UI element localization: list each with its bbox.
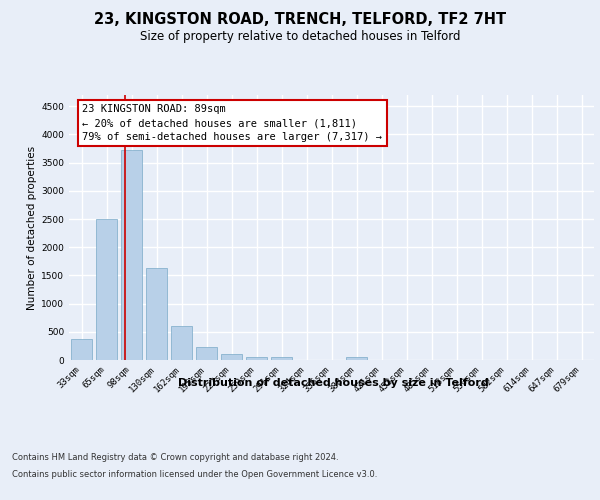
Text: 23 KINGSTON ROAD: 89sqm
← 20% of detached houses are smaller (1,811)
79% of semi: 23 KINGSTON ROAD: 89sqm ← 20% of detache… — [83, 104, 383, 142]
Bar — [171, 326, 192, 360]
Bar — [196, 347, 217, 360]
Y-axis label: Number of detached properties: Number of detached properties — [27, 146, 37, 310]
Bar — [96, 219, 117, 360]
Bar — [221, 354, 242, 360]
Bar — [271, 358, 292, 360]
Bar — [71, 338, 92, 360]
Text: Contains public sector information licensed under the Open Government Licence v3: Contains public sector information licen… — [12, 470, 377, 479]
Bar — [346, 356, 367, 360]
Text: Size of property relative to detached houses in Telford: Size of property relative to detached ho… — [140, 30, 460, 43]
Text: 23, KINGSTON ROAD, TRENCH, TELFORD, TF2 7HT: 23, KINGSTON ROAD, TRENCH, TELFORD, TF2 … — [94, 12, 506, 28]
Text: Distribution of detached houses by size in Telford: Distribution of detached houses by size … — [178, 378, 488, 388]
Text: Contains HM Land Registry data © Crown copyright and database right 2024.: Contains HM Land Registry data © Crown c… — [12, 452, 338, 462]
Bar — [146, 268, 167, 360]
Bar — [246, 356, 267, 360]
Bar — [121, 150, 142, 360]
